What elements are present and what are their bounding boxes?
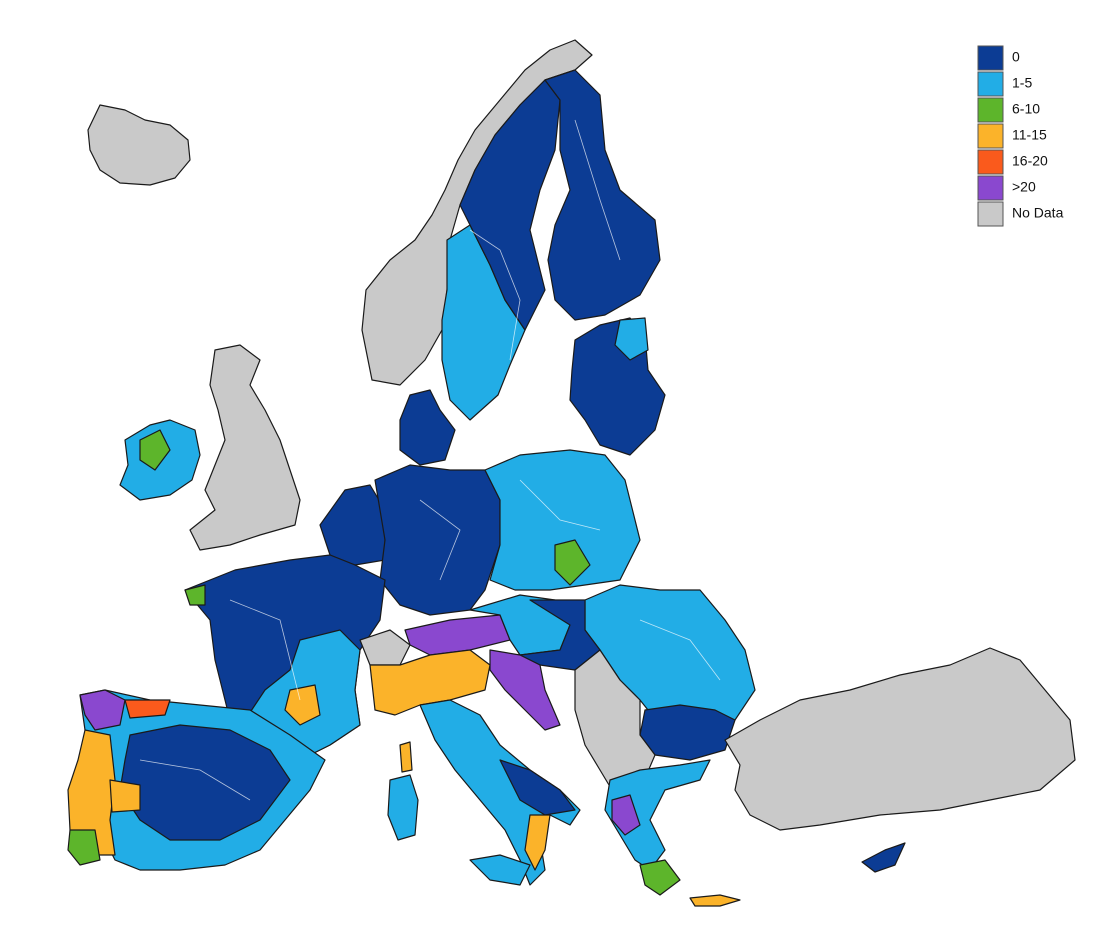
ireland-west <box>139 429 171 471</box>
legend-swatch <box>977 45 1004 71</box>
france-west <box>184 584 206 606</box>
boundary <box>519 479 601 531</box>
corsica <box>399 741 413 773</box>
poland-south <box>554 539 591 586</box>
estonia <box>614 317 649 361</box>
boundary <box>639 619 721 681</box>
uk <box>189 344 301 551</box>
hungary-slovakia <box>519 599 601 671</box>
boundary <box>574 119 621 261</box>
legend-label: 16-20 <box>1012 153 1048 169</box>
legend-label: No Data <box>1012 205 1064 221</box>
italy-north <box>369 649 491 716</box>
alps <box>404 614 511 656</box>
legend-label: >20 <box>1012 179 1036 195</box>
crete <box>689 894 741 907</box>
legend-label: 1-5 <box>1012 75 1032 91</box>
greece-west <box>611 794 641 836</box>
boundary <box>229 599 301 701</box>
portugal <box>67 729 116 856</box>
galicia <box>79 689 126 731</box>
boundary <box>419 499 461 581</box>
spain-west <box>109 779 141 813</box>
sicily <box>469 854 531 886</box>
benelux <box>319 484 386 566</box>
sweden-north <box>459 79 561 331</box>
cyprus <box>861 842 906 873</box>
poland <box>484 449 641 591</box>
legend-label: 11-15 <box>1012 127 1047 143</box>
italy-south <box>499 759 576 816</box>
regions <box>67 39 1076 907</box>
legend-swatch <box>977 97 1004 123</box>
legend-swatch <box>977 201 1004 227</box>
legend-swatch <box>977 175 1004 201</box>
turkey <box>724 647 1076 831</box>
calabria <box>524 814 551 871</box>
sardinia <box>387 774 419 841</box>
peloponnese <box>639 859 681 896</box>
france-sw <box>284 684 321 726</box>
germany <box>374 464 501 616</box>
legend-swatch <box>977 123 1004 149</box>
legend: 0 1-5 6-10 11-15 16-20 >20 No Data <box>977 45 1064 227</box>
iceland <box>87 104 191 186</box>
denmark <box>399 389 456 466</box>
boundary <box>139 759 251 801</box>
switzerland <box>359 629 411 666</box>
finland <box>544 69 661 321</box>
legend-swatch <box>977 149 1004 175</box>
legend-label: 6-10 <box>1012 101 1040 117</box>
north-spain <box>124 699 171 719</box>
croatia <box>489 649 561 731</box>
bulgaria <box>639 704 736 761</box>
legend-label: 0 <box>1012 49 1020 65</box>
portugal-south <box>67 829 101 866</box>
legend-swatch <box>977 71 1004 97</box>
boundary <box>469 229 521 361</box>
greece <box>604 759 711 871</box>
